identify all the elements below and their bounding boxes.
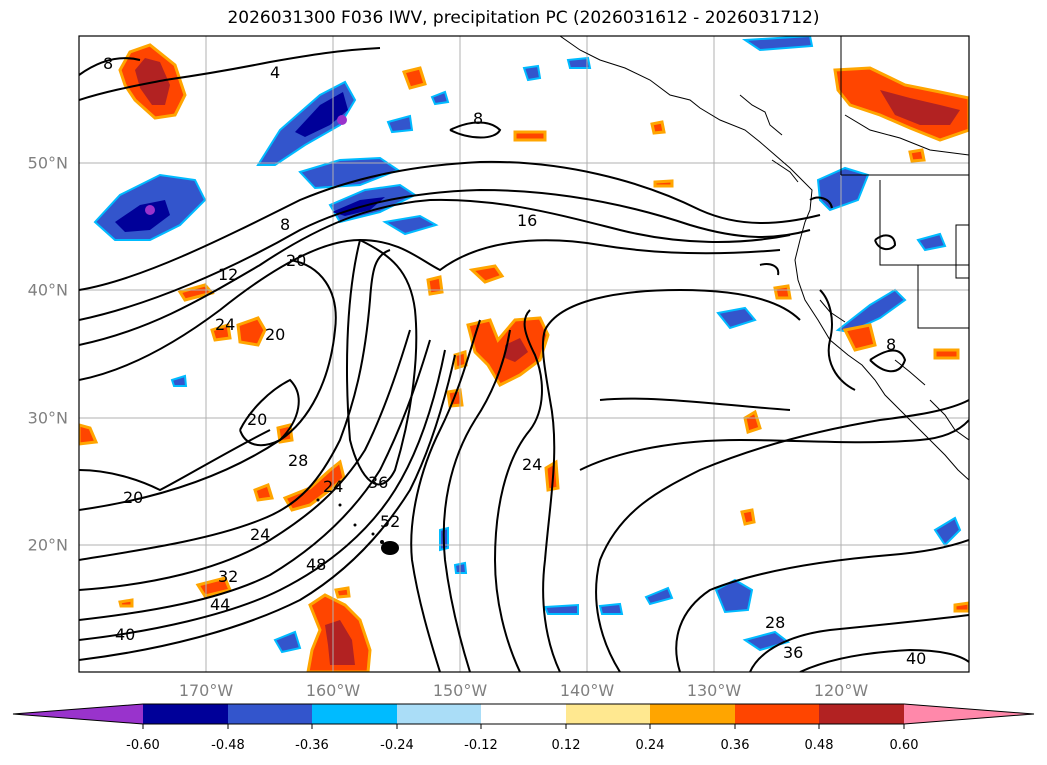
map-title: 2026031300 F036 IWV, precipitation PC (2… (227, 8, 820, 28)
contour-label: 28 (288, 451, 308, 470)
colorbar-swatch (13, 704, 143, 724)
map-frame (78, 35, 970, 673)
contour-label: 24 (215, 315, 235, 334)
colorbar-tick-label: -0.36 (295, 738, 329, 753)
colorbar-swatch (735, 704, 819, 724)
contour-label: 44 (210, 595, 230, 614)
contour-label: 28 (765, 613, 785, 632)
colorbar-swatch (650, 704, 735, 724)
colorbar-tick-label: -0.24 (380, 738, 414, 753)
contour-label: 24 (250, 525, 270, 544)
colorbar-tick-label: -0.12 (464, 738, 498, 753)
lat-label-40n: 40°N (27, 280, 68, 300)
lon-label-120w: 120°W (813, 681, 869, 700)
contour-label: 36 (368, 473, 388, 492)
colorbar-swatch (481, 704, 566, 724)
contour-label: 40 (115, 625, 135, 644)
contour-label: 24 (522, 455, 542, 474)
lat-label-30n: 30°N (27, 408, 68, 428)
colorbar-tick-label: -0.48 (211, 738, 245, 753)
contour-label: 20 (247, 410, 267, 429)
colorbar-swatch (143, 704, 228, 724)
colorbar-swatch (819, 704, 904, 724)
lon-label-160w: 160°W (305, 681, 361, 700)
contour-label: 20 (265, 325, 285, 344)
colorbar-tick-label: 0.24 (635, 738, 665, 753)
contour-label: 20 (286, 251, 306, 270)
islands (316, 498, 399, 555)
contour-label: 8 (473, 109, 483, 128)
contour-label: 24 (323, 477, 343, 496)
lat-label-20n: 20°N (27, 535, 68, 555)
contour-label: 8 (103, 54, 113, 73)
colorbar-tick-label: 0.12 (551, 738, 581, 753)
lon-label-150w: 150°W (432, 681, 488, 700)
precip-negative-areas (93, 36, 962, 654)
colorbar-swatch (397, 704, 481, 724)
colorbar-swatch (228, 704, 312, 724)
contour-label: 40 (906, 649, 926, 668)
colorbar-tick-label: -0.60 (126, 738, 160, 753)
contour-label: 20 (123, 488, 143, 507)
lon-label-170w: 170°W (178, 681, 234, 700)
contour-label: 52 (380, 512, 400, 531)
coastlines (559, 36, 969, 481)
colorbar-tick-label: 0.36 (720, 738, 750, 753)
contour-label: 8 (280, 215, 290, 234)
contour-label: 12 (218, 265, 238, 284)
lon-label-140w: 140°W (559, 681, 615, 700)
iwv-contour-labels: 8 4 8 8 12 16 20 24 20 20 28 20 24 36 52… (103, 54, 926, 668)
colorbar-swatch (312, 704, 397, 724)
contour-label: 48 (306, 555, 326, 574)
contour-label: 32 (218, 567, 238, 586)
colorbar-tick-label: 0.60 (889, 738, 919, 753)
contour-label: 36 (783, 643, 803, 662)
colorbar-tick-label: 0.48 (804, 738, 834, 753)
contour-label: 16 (517, 211, 537, 230)
iwv-contours (79, 47, 969, 672)
lon-label-130w: 130°W (686, 681, 742, 700)
colorbar-swatch (566, 704, 650, 724)
colorbar-swatch (904, 704, 1034, 724)
contour-label: 4 (270, 63, 280, 82)
contour-label: 8 (886, 335, 896, 354)
lat-label-50n: 50°N (27, 153, 68, 173)
